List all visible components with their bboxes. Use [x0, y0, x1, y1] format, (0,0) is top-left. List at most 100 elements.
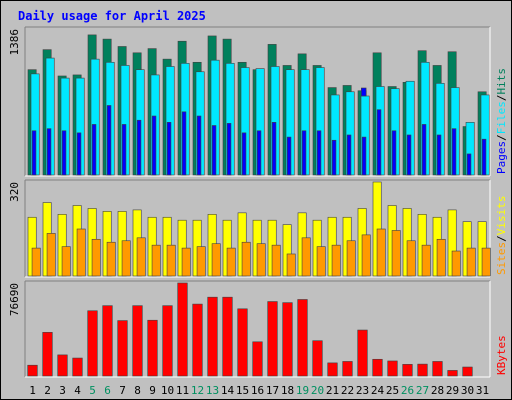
x-axis-labels: 1 2 3 4 5 6 7 8 9 10 11 12 13 14 15 16 17 18 19 20 21 22 23 24 2…	[29, 384, 489, 397]
bar-kbytes-kbytes-day-5	[87, 310, 98, 377]
bar-hits-pages-day-16	[256, 130, 262, 176]
bar-hits-pages-day-30	[466, 153, 472, 176]
bar-kbytes-kbytes-day-30	[462, 366, 473, 377]
x-tick-label-day-11: 11	[176, 384, 189, 397]
panel-hits-right-label-part-3: /	[495, 95, 508, 102]
bar-hits-pages-day-29	[451, 128, 457, 176]
bar-hits-pages-day-12	[196, 115, 202, 176]
bar-kbytes-kbytes-day-16	[252, 341, 263, 377]
chart-title: Daily usage for April 2025	[18, 9, 206, 23]
bar-hits-pages-day-17	[271, 122, 277, 176]
chart-panels: 1386Pages/Files/Hits320Sites/Visits76690…	[8, 26, 508, 378]
x-tick-label-day-18: 18	[281, 384, 294, 397]
bar-visits-sites-day-31	[481, 247, 491, 277]
bar-visits-sites-day-23	[361, 234, 371, 277]
bar-kbytes-kbytes-day-19	[297, 299, 308, 377]
bar-kbytes-kbytes-day-13	[207, 296, 218, 377]
panel-kbytes-right-label-part-0: KBytes	[495, 335, 508, 375]
bar-visits-sites-day-8	[136, 237, 146, 277]
panel-hits-right-label-part-4: Hits	[495, 68, 508, 95]
bar-visits-sites-day-26	[406, 240, 416, 277]
bar-hits-pages-day-26	[406, 134, 412, 176]
bar-kbytes-kbytes-day-28	[432, 361, 443, 377]
bar-visits-sites-day-30	[466, 247, 476, 277]
bar-visits-sites-day-24	[376, 228, 386, 277]
panel-visits-right-label-part-2: Visits	[495, 196, 508, 236]
bar-hits-pages-day-14	[226, 123, 232, 176]
panel-visits-right-label-part-0: Sites	[495, 242, 508, 275]
panel-visits-right-label: Sites/Visits	[495, 196, 508, 276]
bar-visits-sites-day-19	[301, 237, 311, 277]
bar-hits-pages-day-21	[331, 139, 337, 176]
x-tick-label-day-5: 5	[89, 384, 96, 397]
bar-kbytes-kbytes-day-6	[102, 305, 113, 377]
panel-visits: 320 Sites/Visits	[8, 179, 508, 278]
bar-kbytes-kbytes-day-25	[387, 360, 398, 377]
bar-hits-pages-day-19	[301, 130, 307, 176]
bar-kbytes-kbytes-day-29	[447, 370, 458, 377]
x-tick-label-day-22: 22	[341, 384, 354, 397]
bar-hits-pages-day-13	[211, 125, 217, 176]
bar-hits-pages-day-15	[241, 132, 247, 176]
bar-visits-sites-day-7	[121, 240, 131, 277]
bar-hits-pages-day-18	[286, 136, 292, 176]
x-tick-label-day-10: 10	[161, 384, 174, 397]
bar-kbytes-kbytes-day-4	[72, 357, 83, 377]
x-tick-label-day-20: 20	[311, 384, 324, 397]
bar-visits-sites-day-1	[31, 247, 41, 277]
x-tick-label-day-23: 23	[356, 384, 369, 397]
bar-visits-sites-day-17	[271, 244, 281, 277]
x-tick-label-day-26: 26	[401, 384, 414, 397]
bar-visits-sites-day-28	[436, 238, 446, 277]
bar-hits-pages-day-20	[316, 130, 322, 176]
panel-kbytes-right-label: KBytes	[495, 335, 508, 375]
bar-visits-sites-day-29	[451, 250, 461, 277]
x-tick-label-day-2: 2	[44, 384, 51, 397]
x-tick-label-day-15: 15	[236, 384, 249, 397]
bar-hits-pages-day-2	[46, 128, 52, 176]
bar-visits-sites-day-10	[166, 244, 176, 277]
bar-kbytes-kbytes-day-7	[117, 320, 128, 377]
bar-kbytes-kbytes-day-15	[237, 308, 248, 377]
bar-visits-sites-day-15	[241, 241, 251, 277]
bar-hits-pages-day-1	[31, 130, 37, 176]
panel-hits-ymax-label: 1386	[8, 29, 21, 56]
bar-visits-sites-day-14	[226, 247, 236, 277]
bar-visits-sites-day-13	[211, 243, 221, 277]
bar-visits-sites-day-12	[196, 246, 206, 277]
x-tick-label-day-24: 24	[371, 384, 385, 397]
bar-visits-sites-day-22	[346, 240, 356, 277]
x-tick-label-day-8: 8	[134, 384, 141, 397]
panel-hits-right-label-part-1: /	[495, 134, 508, 141]
bar-kbytes-kbytes-day-9	[147, 319, 158, 377]
bar-visits-sites-day-11	[181, 247, 191, 277]
x-tick-label-day-17: 17	[266, 384, 279, 397]
x-tick-label-day-19: 19	[296, 384, 309, 397]
bar-visits-sites-day-27	[421, 244, 431, 277]
bar-hits-pages-day-31	[481, 138, 487, 176]
x-tick-label-day-12: 12	[191, 384, 204, 397]
bar-hits-pages-day-24	[376, 109, 382, 176]
panel-visits-ymax-label: 320	[8, 182, 21, 202]
x-tick-label-day-13: 13	[206, 384, 219, 397]
bar-hits-pages-day-7	[121, 124, 127, 176]
bar-hits-pages-day-9	[151, 115, 157, 176]
bar-hits-pages-day-10	[166, 122, 172, 176]
bar-visits-sites-day-3	[61, 246, 71, 277]
x-tick-label-day-27: 27	[416, 384, 429, 397]
x-tick-label-day-21: 21	[326, 384, 339, 397]
bar-kbytes-kbytes-day-3	[57, 354, 68, 377]
current-day-marker	[360, 87, 367, 97]
bar-kbytes-kbytes-day-14	[222, 296, 233, 377]
x-tick-label-day-29: 29	[446, 384, 459, 397]
bar-visits-sites-day-21	[331, 244, 341, 277]
x-tick-label-day-14: 14	[221, 384, 235, 397]
bar-hits-pages-day-4	[76, 132, 82, 176]
x-tick-label-day-31: 31	[476, 384, 489, 397]
bar-hits-pages-day-5	[91, 124, 97, 176]
x-tick-label-day-9: 9	[149, 384, 156, 397]
bar-visits-sites-day-5	[91, 238, 101, 277]
bar-kbytes-kbytes-day-21	[327, 362, 338, 377]
